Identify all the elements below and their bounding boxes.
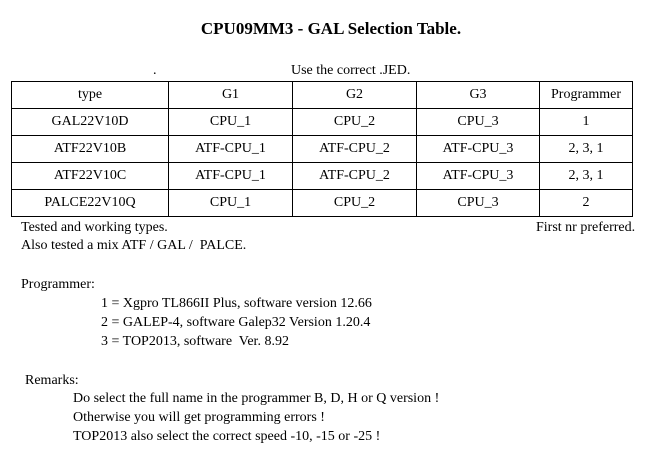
stray-dot: . — [153, 63, 157, 78]
cell-g2: ATF-CPU_2 — [292, 162, 417, 190]
cell-g2: CPU_2 — [292, 108, 417, 136]
cell-g3: CPU_3 — [416, 108, 540, 136]
header-g2: G2 — [292, 81, 417, 109]
mix-note: Also tested a mix ATF / GAL / PALCE. — [21, 238, 247, 253]
cell-type: ATF22V10B — [11, 135, 169, 163]
programmer-item: 2 = GALEP-4, software Galep32 Version 1.… — [101, 315, 371, 330]
cell-g1: CPU_1 — [168, 189, 293, 217]
programmer-heading: Programmer: — [21, 277, 95, 292]
remarks-heading: Remarks: — [25, 373, 79, 388]
header-type: type — [11, 81, 169, 109]
cell-g2: CPU_2 — [292, 189, 417, 217]
cell-programmer: 2, 3, 1 — [539, 135, 633, 163]
table-row: PALCE22V10Q CPU_1 CPU_2 CPU_3 2 — [11, 189, 633, 217]
cell-g1: CPU_1 — [168, 108, 293, 136]
cell-programmer: 2, 3, 1 — [539, 162, 633, 190]
table-row: ATF22V10B ATF-CPU_1 ATF-CPU_2 ATF-CPU_3 … — [11, 135, 633, 163]
remark-item: TOP2013 also select the correct speed -1… — [73, 429, 381, 444]
tested-note: Tested and working types. — [21, 220, 168, 235]
header-g1: G1 — [168, 81, 293, 109]
cell-programmer: 2 — [539, 189, 633, 217]
remark-item: Do select the full name in the programme… — [73, 391, 440, 406]
cell-programmer: 1 — [539, 108, 633, 136]
document-title: CPU09MM3 - GAL Selection Table. — [200, 19, 462, 38]
cell-g3: ATF-CPU_3 — [416, 162, 540, 190]
programmer-item: 3 = TOP2013, software Ver. 8.92 — [101, 334, 289, 349]
cell-type: GAL22V10D — [11, 108, 169, 136]
table-row: GAL22V10D CPU_1 CPU_2 CPU_3 1 — [11, 108, 633, 136]
table-header-row: type G1 G2 G3 Programmer — [11, 81, 633, 109]
cell-g1: ATF-CPU_1 — [168, 162, 293, 190]
cell-g3: CPU_3 — [416, 189, 540, 217]
remark-item: Otherwise you will get programming error… — [73, 410, 325, 425]
table-row: ATF22V10C ATF-CPU_1 ATF-CPU_2 ATF-CPU_3 … — [11, 162, 633, 190]
programmer-item: 1 = Xgpro TL866II Plus, software version… — [101, 296, 372, 311]
header-programmer: Programmer — [539, 81, 633, 109]
cell-g3: ATF-CPU_3 — [416, 135, 540, 163]
cell-type: ATF22V10C — [11, 162, 169, 190]
header-g3: G3 — [416, 81, 540, 109]
cell-g2: ATF-CPU_2 — [292, 135, 417, 163]
gal-selection-table: type G1 G2 G3 Programmer GAL22V10D CPU_1… — [11, 81, 633, 217]
cell-g1: ATF-CPU_1 — [168, 135, 293, 163]
use-correct-jed-note: Use the correct .JED. — [291, 63, 411, 78]
first-preferred-note: First nr preferred. — [536, 220, 636, 235]
cell-type: PALCE22V10Q — [11, 189, 169, 217]
